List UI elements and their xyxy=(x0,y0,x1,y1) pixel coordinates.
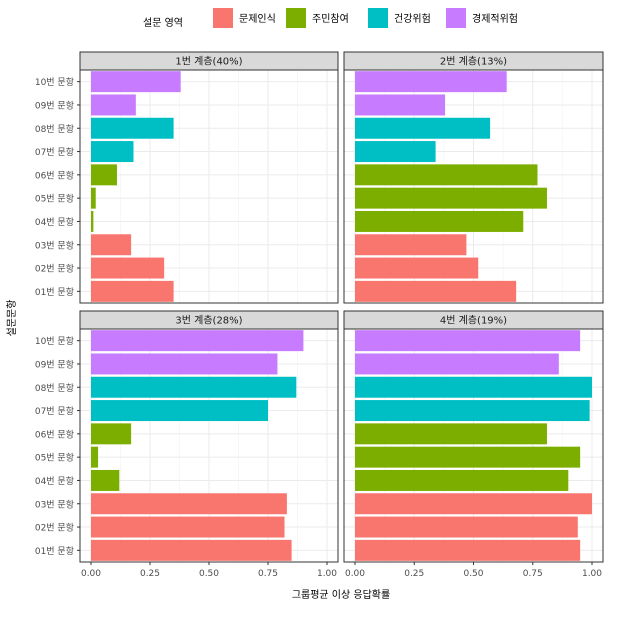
facet-panels: 1번 계층(40%) 01번 문항 02번 문항 03번 문항 04번 문항 05번 문항… xyxy=(35,51,604,579)
panel-border xyxy=(79,69,339,304)
bar-8 xyxy=(355,117,491,139)
y-tick-label: 03번 문항 xyxy=(35,240,74,251)
y-tick-label: 03번 문항 xyxy=(35,499,74,510)
y-tick-label: 02번 문항 xyxy=(35,264,74,275)
x-tick-label: 0.00 xyxy=(345,569,365,579)
bar-6 xyxy=(355,423,547,445)
x-tick-label: 0.75 xyxy=(258,569,278,579)
y-tick-label: 05번 문항 xyxy=(35,453,74,464)
bar-2 xyxy=(91,257,165,279)
legend-label-3: 건강위험 xyxy=(394,12,431,25)
bar-3 xyxy=(355,234,467,256)
bar-8 xyxy=(355,376,592,398)
y-tick-label: 08번 문항 xyxy=(35,124,74,135)
facet-panel-2: 2번 계층(13%) xyxy=(343,51,604,304)
bar-4 xyxy=(91,210,94,232)
legend-label-2: 주민참여 xyxy=(312,13,349,25)
bar-3 xyxy=(355,493,592,515)
bar-6 xyxy=(91,423,132,445)
x-tick-label: 0.25 xyxy=(404,569,424,579)
legend-label-4: 경제적위험 xyxy=(472,12,518,25)
x-tick-label: 0.50 xyxy=(463,569,483,579)
legend-key-3 xyxy=(368,8,388,28)
facet-title: 4번 계층(19%) xyxy=(440,315,507,327)
y-tick-label: 10번 문항 xyxy=(35,77,74,88)
bar-5 xyxy=(355,187,547,209)
y-tick-label: 04번 문항 xyxy=(35,476,74,487)
legend-key-2 xyxy=(286,8,306,28)
bar-9 xyxy=(91,94,136,116)
bar-8 xyxy=(91,376,297,398)
legend-key-1 xyxy=(213,8,233,28)
bar-3 xyxy=(91,234,132,256)
legend-key-4 xyxy=(446,8,466,28)
bar-10 xyxy=(91,330,304,352)
x-tick-label: 0.75 xyxy=(523,569,543,579)
legend-title: 설문 영역 xyxy=(143,17,183,29)
bar-4 xyxy=(355,469,569,491)
bar-10 xyxy=(355,71,507,93)
legend-label-1: 문제인식 xyxy=(239,13,276,25)
y-tick-label: 07번 문항 xyxy=(35,406,74,417)
bar-9 xyxy=(91,353,278,375)
bar-9 xyxy=(355,94,446,116)
panel-border xyxy=(343,69,604,304)
facet-panel-3: 3번 계층(28%) 01번 문항 02번 문항 03번 문항 04번 문항 05번 문항… xyxy=(35,310,339,579)
facet-panel-1: 1번 계층(40%) 01번 문항 02번 문항 03번 문항 04번 문항 05번 문항… xyxy=(35,51,339,304)
bar-5 xyxy=(91,446,99,468)
y-tick-label: 10번 문항 xyxy=(35,336,74,347)
x-tick-label: 0.50 xyxy=(199,569,219,579)
y-tick-label: 09번 문항 xyxy=(35,359,74,370)
bar-5 xyxy=(91,187,96,209)
bar-7 xyxy=(91,141,134,163)
bar-1 xyxy=(355,280,517,302)
facet-title: 2번 계층(13%) xyxy=(440,56,507,68)
bar-6 xyxy=(355,164,538,186)
bar-2 xyxy=(355,257,479,279)
y-tick-label: 01번 문항 xyxy=(35,546,74,557)
x-tick-label: 1.00 xyxy=(317,569,337,579)
bar-2 xyxy=(91,516,285,538)
facet-panel-4: 4번 계층(19%) 0.00 0.25 0.50 0.75 1.00 xyxy=(343,310,604,579)
y-tick-label: 02번 문항 xyxy=(35,523,74,534)
bar-7 xyxy=(355,141,436,163)
y-tick-label: 04번 문항 xyxy=(35,217,74,228)
y-tick-label: 09번 문항 xyxy=(35,100,74,111)
bar-1 xyxy=(91,280,174,302)
bar-7 xyxy=(91,400,268,422)
bar-6 xyxy=(91,164,117,186)
y-tick-label: 06번 문항 xyxy=(35,429,74,440)
y-tick-label: 01번 문항 xyxy=(35,287,74,298)
bar-8 xyxy=(91,117,174,139)
facet-title: 1번 계층(40%) xyxy=(175,56,242,68)
bar-10 xyxy=(91,71,181,93)
bar-9 xyxy=(355,353,559,375)
x-tick-label: 0.25 xyxy=(140,569,160,579)
bar-10 xyxy=(355,330,581,352)
y-tick-label: 07번 문항 xyxy=(35,147,74,158)
x-tick-label: 0.00 xyxy=(81,569,101,579)
bar-1 xyxy=(355,539,581,561)
bar-7 xyxy=(355,400,590,422)
bar-1 xyxy=(91,539,292,561)
bar-4 xyxy=(355,210,524,232)
bar-4 xyxy=(91,469,120,491)
y-tick-label: 08번 문항 xyxy=(35,383,74,394)
x-axis-title: 그룹평균 이상 응답확률 xyxy=(292,589,390,601)
bar-5 xyxy=(355,446,581,468)
bar-3 xyxy=(91,493,287,515)
x-tick-label: 1.00 xyxy=(582,569,602,579)
y-tick-label: 06번 문항 xyxy=(35,170,74,181)
bar-2 xyxy=(355,516,578,538)
y-axis-title: 설문문항 xyxy=(6,300,18,337)
facet-title: 3번 계층(28%) xyxy=(175,315,242,327)
y-tick-label: 05번 문항 xyxy=(35,194,74,205)
legend: 설문 영역 문제인식 주민참여 건강위험 경제적위험 xyxy=(143,8,518,29)
